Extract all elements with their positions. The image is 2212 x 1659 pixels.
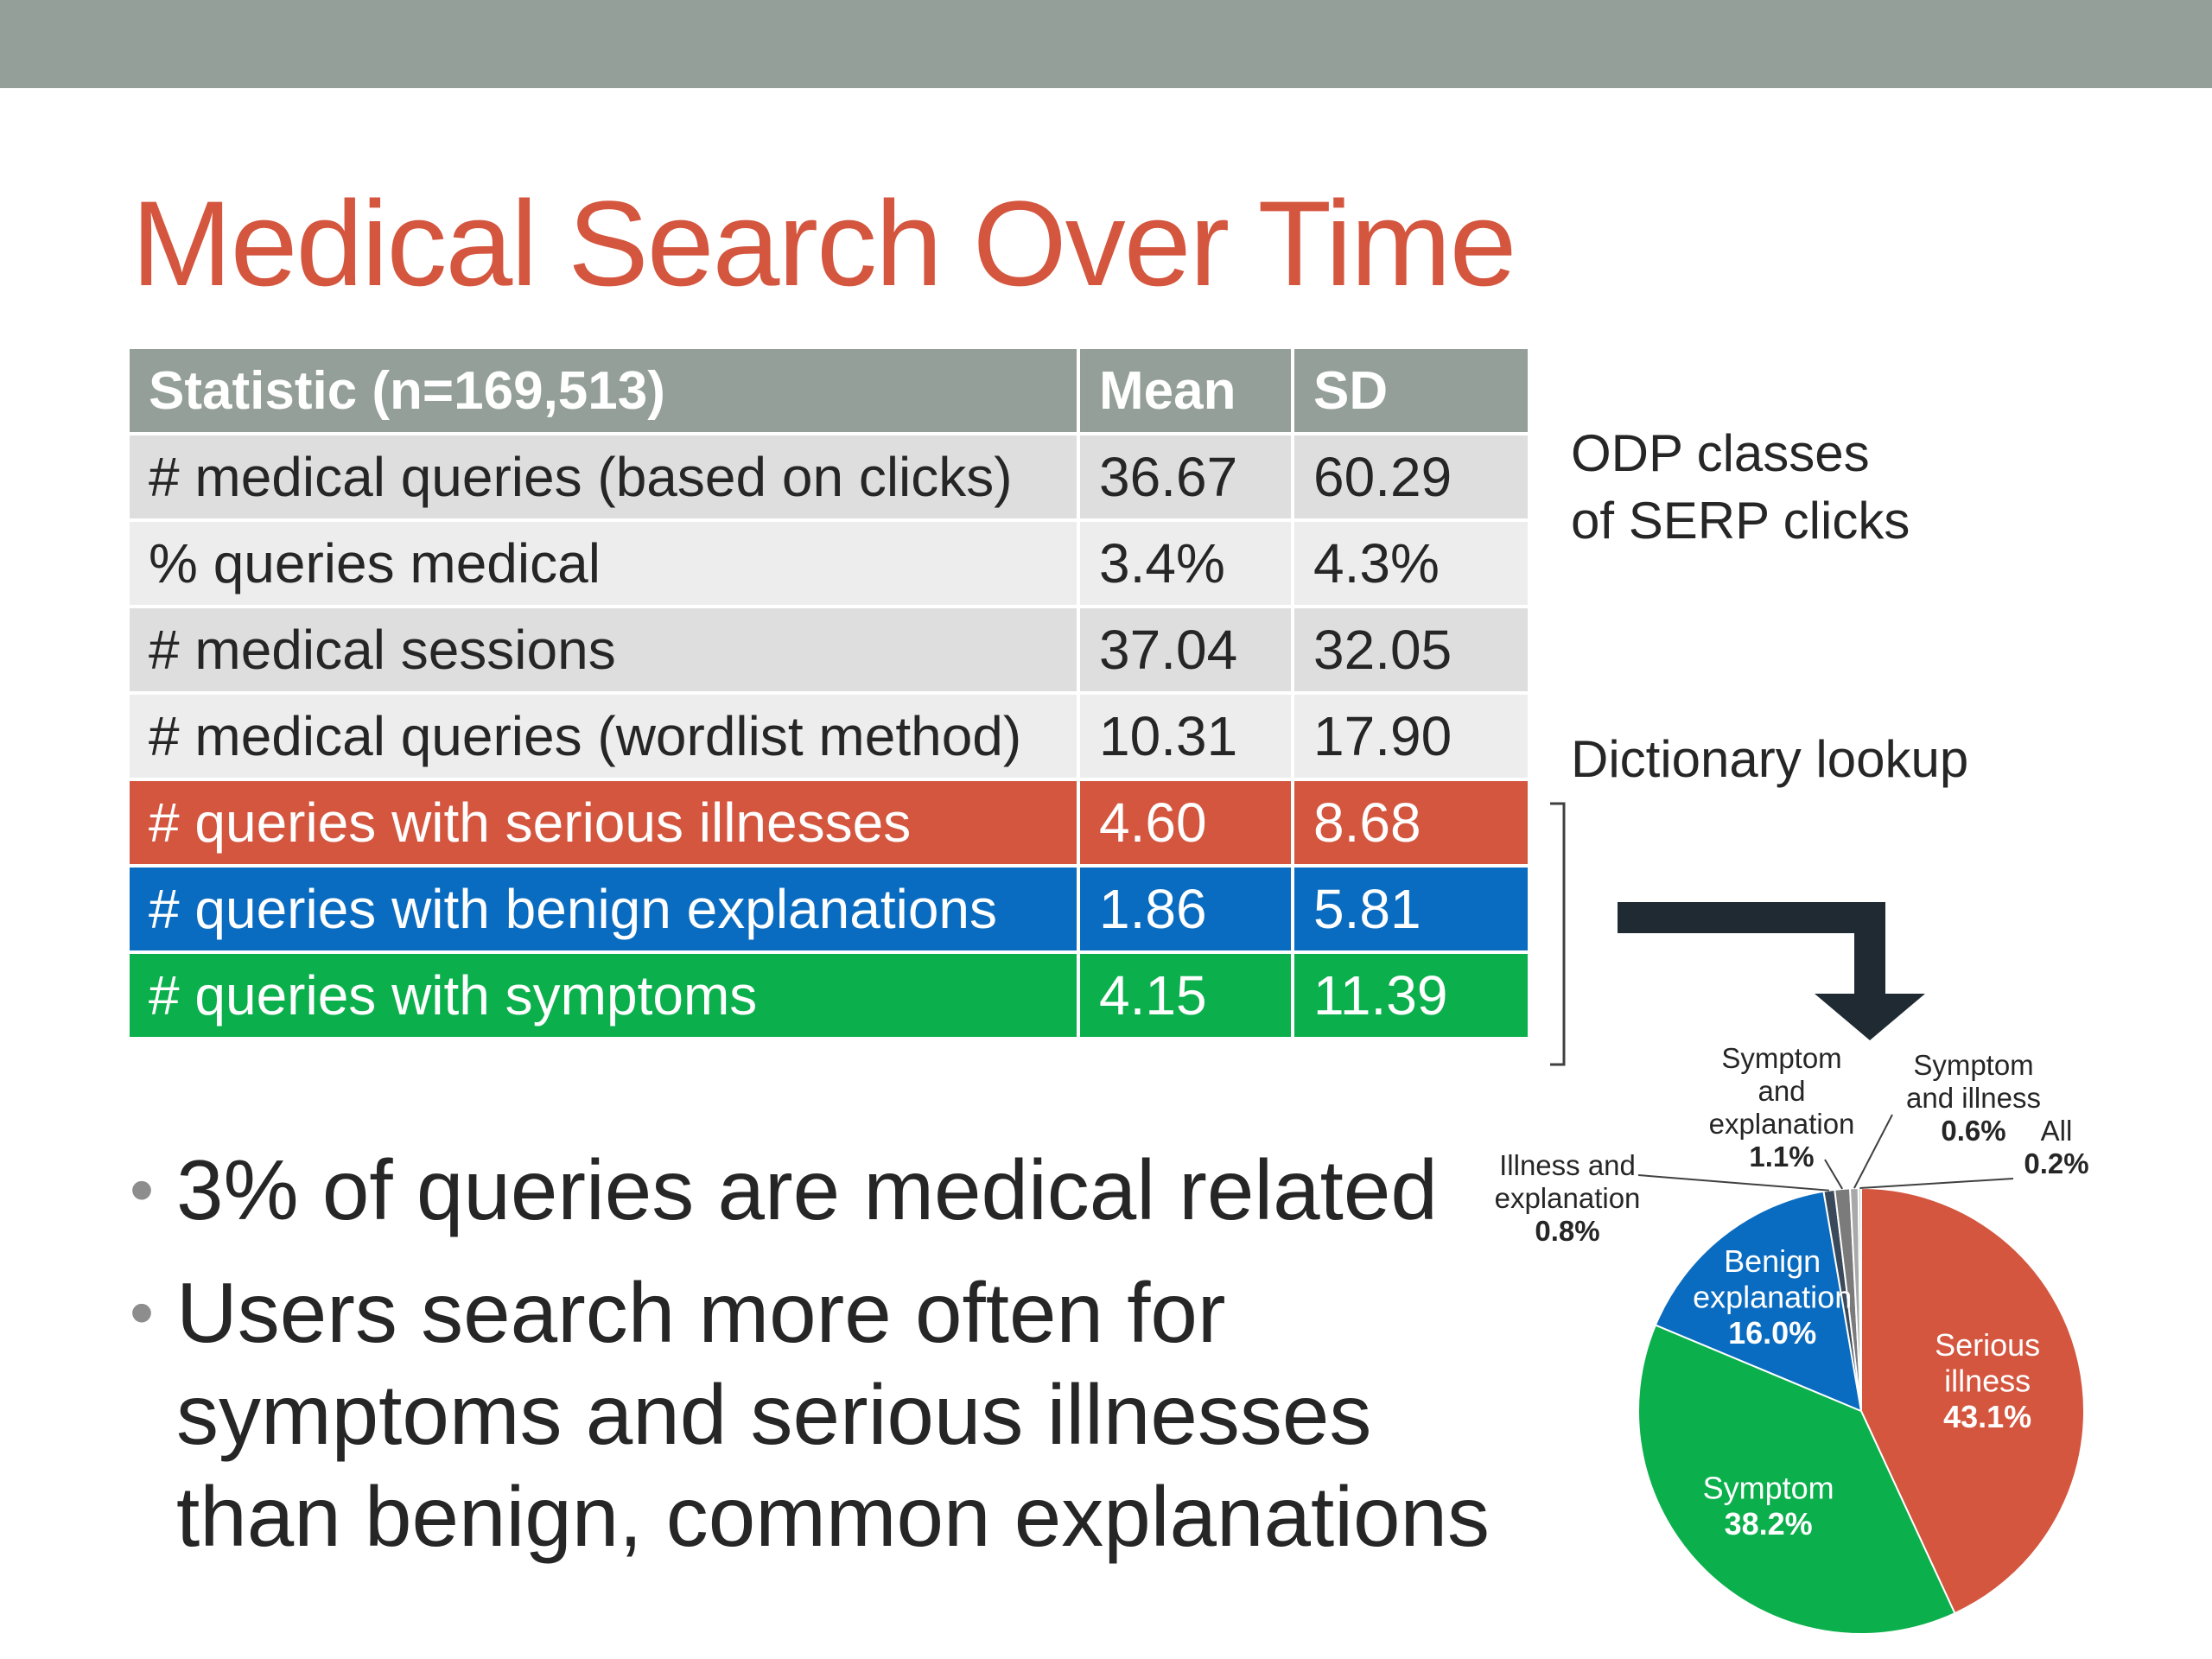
pie-label-line: illness [1944, 1363, 2031, 1399]
table-row: # medical queries (based on clicks) 36.6… [130, 435, 1528, 518]
table-row-serious-illnesses: # queries with serious illnesses 4.60 8.… [130, 781, 1528, 864]
pie-leader-line [1824, 1159, 1844, 1190]
mean-cell: 36.67 [1080, 435, 1291, 518]
pie-slice [1860, 1186, 2085, 1615]
mean-cell: 3.4% [1080, 522, 1291, 605]
pie-value-label: 0.2% [2024, 1147, 2088, 1179]
dictionary-lookup-note: Dictionary lookup [1571, 730, 1969, 788]
statistic-cell: # medical queries (wordlist method) [130, 695, 1077, 778]
mean-cell: 10.31 [1080, 695, 1291, 778]
slide-title: Medical Search Over Time [131, 175, 1516, 311]
pie-leader-line [1853, 1114, 1893, 1189]
pie-label-line: Illness and [1499, 1149, 1636, 1181]
statistic-cell: % queries medical [130, 522, 1077, 605]
header-statistic: Statistic (n=169,513) [130, 349, 1077, 432]
pie-slice-label: Illness and explanation 0.8% [1495, 1149, 1641, 1247]
sd-cell: 5.81 [1294, 868, 1528, 950]
pie-label-line: Symptom [1913, 1049, 2033, 1081]
header-sd: SD [1294, 349, 1528, 432]
mean-cell: 1.86 [1080, 868, 1291, 950]
pie-label-line: All [2041, 1115, 2073, 1147]
pie-chart [1637, 1186, 2085, 1635]
sd-cell: 60.29 [1294, 435, 1528, 518]
arrow-head-icon [1815, 994, 1925, 1040]
pie-leader-line [1859, 1178, 2014, 1190]
pie-labels: Serious illness 43.1%Symptom 38.2%Benign exp… [1495, 1042, 2089, 1541]
odp-note-line: ODP classes [1571, 424, 1870, 482]
bracket-line [1550, 802, 1566, 1066]
bullet-text: 3% of queries are medical related [176, 1142, 1438, 1237]
bullet-list: • 3% of queries are medical related • User… [130, 1139, 1555, 1588]
mean-cell: 37.04 [1080, 608, 1291, 691]
pie-label-line: Serious [1935, 1327, 2040, 1363]
statistic-cell: # queries with serious illnesses [130, 781, 1077, 864]
pie-slice [1654, 1190, 1863, 1413]
pie-label-line: Benign [1724, 1243, 1821, 1279]
mean-cell: 4.60 [1080, 781, 1291, 864]
arrow-shaft [1618, 902, 1885, 994]
pie-value-label: 38.2% [1725, 1506, 1813, 1541]
pie-slice-label: All 0.2% [2024, 1115, 2088, 1179]
statistic-cell: # queries with symptoms [130, 954, 1077, 1037]
statistics-table: Statistic (n=169,513) Mean SD # medical … [126, 346, 1531, 1040]
table-row-benign-explanations: # queries with benign explanations 1.86 … [130, 868, 1528, 950]
pie-slice-label: Serious illness 43.1% [1935, 1327, 2040, 1434]
pie-slice [1637, 1324, 1956, 1635]
statistic-cell: # medical sessions [130, 608, 1077, 691]
mean-cell: 4.15 [1080, 954, 1291, 1037]
pie-slice-label: Benign explanation 16.0% [1693, 1243, 1852, 1351]
pie-value-label: 0.8% [1535, 1215, 1599, 1247]
pie-label-line: Symptom [1703, 1471, 1834, 1506]
pie-label-line: and [1758, 1075, 1805, 1107]
sd-cell: 32.05 [1294, 608, 1528, 691]
table-row: # medical queries (wordlist method) 10.3… [130, 695, 1528, 778]
table-row-symptoms: # queries with symptoms 4.15 11.39 [130, 954, 1528, 1037]
odp-note-line: of SERP clicks [1571, 492, 1910, 550]
pie-leader-line [1637, 1174, 1829, 1192]
pie-value-label: 1.1% [1749, 1141, 1814, 1173]
top-band [0, 0, 2212, 88]
bullet-dot-icon: • [130, 1151, 155, 1228]
bullet-item: • 3% of queries are medical related [130, 1139, 1555, 1241]
bullet-dot-icon: • [130, 1274, 155, 1351]
sd-cell: 11.39 [1294, 954, 1528, 1037]
sd-cell: 17.90 [1294, 695, 1528, 778]
pie-value-label: 43.1% [1943, 1399, 2031, 1434]
pie-slice-label: Symptom and explanation 1.1% [1709, 1042, 1855, 1173]
pie-value-label: 16.0% [1728, 1315, 1816, 1351]
table-row: % queries medical 3.4% 4.3% [130, 522, 1528, 605]
table-header-row: Statistic (n=169,513) Mean SD [130, 349, 1528, 432]
pie-label-line: and illness [1906, 1082, 2041, 1114]
odp-classes-note: ODP classes of SERP clicks [1571, 420, 1910, 555]
pie-label-line: Symptom [1721, 1042, 1841, 1074]
pie-label-line: explanation [1693, 1280, 1852, 1315]
pie-slice-label: Symptom 38.2% [1703, 1471, 1834, 1541]
pie-label-line: explanation [1495, 1182, 1641, 1214]
sd-cell: 4.3% [1294, 522, 1528, 605]
pie-value-label: 0.6% [1941, 1115, 2005, 1147]
header-mean: Mean [1080, 349, 1291, 432]
sd-cell: 8.68 [1294, 781, 1528, 864]
table-row: # medical sessions 37.04 32.05 [130, 608, 1528, 691]
pie-label-line: explanation [1709, 1108, 1855, 1140]
statistic-cell: # medical queries (based on clicks) [130, 435, 1077, 518]
bullet-text: Users search more often for symptoms and… [176, 1265, 1491, 1564]
statistic-cell: # queries with benign explanations [130, 868, 1077, 950]
bullet-item: • Users search more often for symptoms an… [130, 1262, 1555, 1567]
pie-slice-label: Symptom and illness 0.6% [1906, 1049, 2041, 1147]
